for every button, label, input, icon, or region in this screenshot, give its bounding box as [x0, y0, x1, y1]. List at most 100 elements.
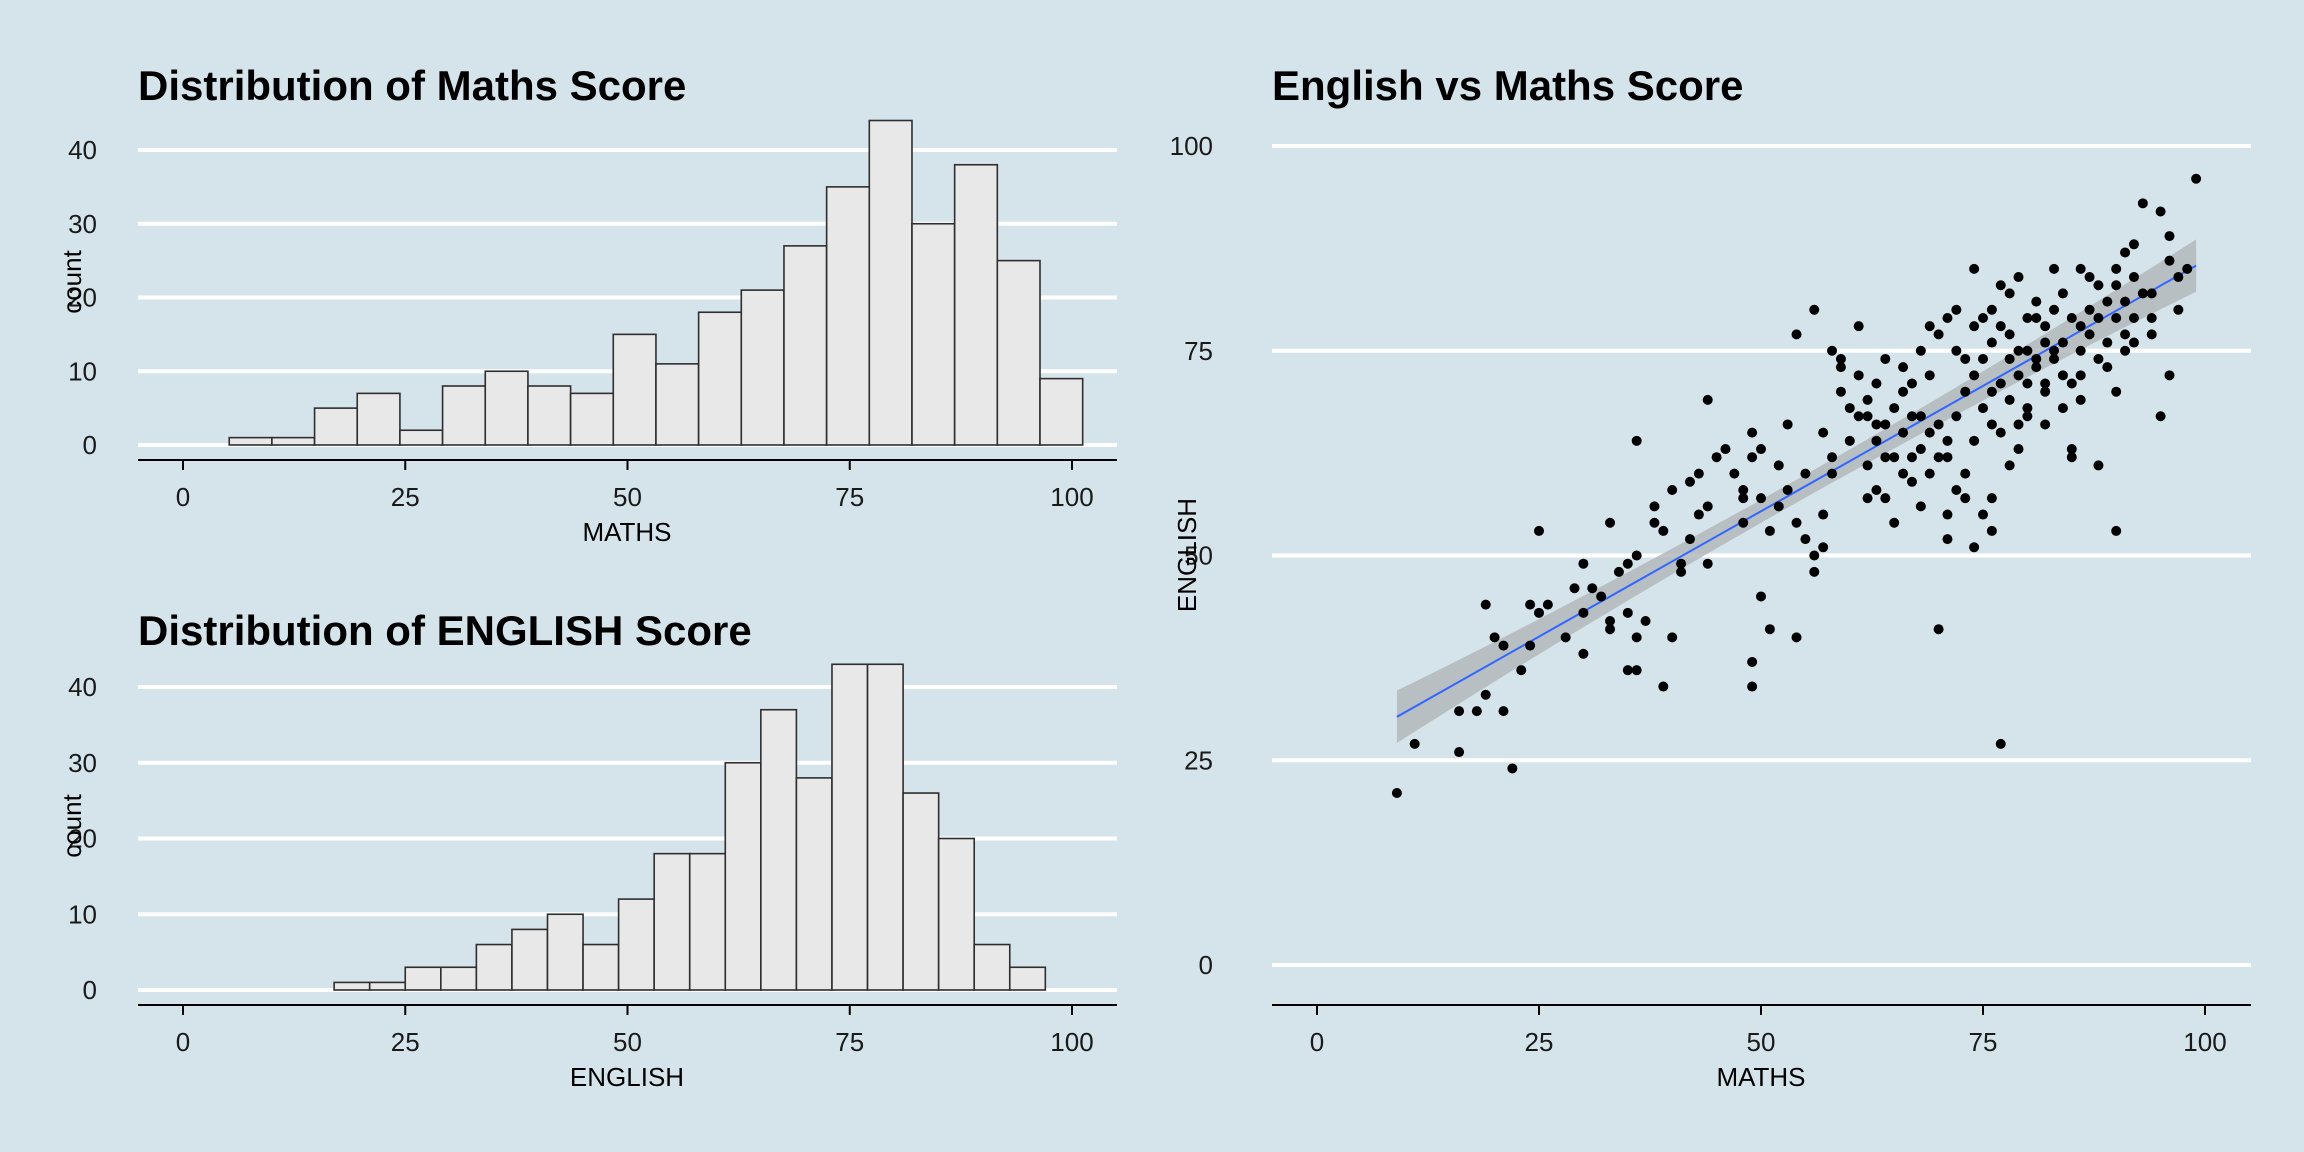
- scatter-point: [2182, 263, 2193, 274]
- scatter-point: [1560, 632, 1571, 643]
- scatter-point: [1578, 607, 1589, 618]
- scatter-point: [1711, 452, 1722, 463]
- y-tick-label: 0: [83, 975, 97, 1005]
- scatter-point: [1933, 624, 1944, 635]
- scatter-point: [1809, 304, 1820, 315]
- scatter-point: [1880, 452, 1891, 463]
- scatter-point: [1871, 484, 1882, 495]
- scatter-point: [1498, 640, 1509, 651]
- scatter-point: [1764, 525, 1775, 536]
- scatter-point: [1942, 435, 1953, 446]
- histogram-bar: [313, 407, 359, 446]
- scatter-point: [1986, 386, 1997, 397]
- y-tick-label: 40: [68, 135, 97, 165]
- scatter-point: [2093, 353, 2104, 364]
- scatter-point: [1649, 501, 1660, 512]
- scatter-point: [2075, 263, 2086, 274]
- histogram-bar: [441, 385, 487, 446]
- scatter-point: [1471, 706, 1482, 717]
- scatter-point: [1631, 550, 1642, 561]
- scatter-point: [2093, 280, 2104, 291]
- scatter-point: [1978, 353, 1988, 364]
- scatter-point: [1969, 370, 1980, 381]
- histogram-bar: [655, 363, 700, 446]
- scatter-point: [1684, 534, 1695, 545]
- scatter-point: [1818, 542, 1829, 553]
- scatter-point: [2004, 394, 2015, 405]
- scatter-point: [2093, 312, 2104, 323]
- scatter-point: [1667, 484, 1678, 495]
- scatter-point: [2066, 452, 2077, 463]
- scatter-point: [2075, 394, 2086, 405]
- scatter-point: [1534, 607, 1544, 618]
- scatter-point: [1942, 534, 1953, 545]
- scatter-point: [1480, 599, 1491, 610]
- scatter-point: [2057, 288, 2068, 299]
- scatter-point: [1862, 411, 1873, 422]
- scatter-point: [1631, 665, 1642, 676]
- scatter-point: [1693, 509, 1704, 520]
- scatter-point: [1738, 517, 1749, 528]
- english-histogram-y-ticks: 0 10 20 30 40: [68, 672, 97, 1005]
- scatter-point: [1862, 460, 1873, 471]
- scatter-point: [2004, 353, 2015, 364]
- scatter-point: [1516, 665, 1527, 676]
- scatter-point: [1862, 394, 1873, 405]
- scatter-point: [2049, 353, 2060, 364]
- histogram-bar: [996, 259, 1041, 446]
- scatter-point: [1756, 591, 1766, 602]
- histogram-bar: [783, 245, 828, 446]
- scatter-point: [2031, 296, 2042, 307]
- scatter-point: [1924, 321, 1935, 332]
- histogram-bar: [511, 928, 549, 991]
- scatter-point: [1986, 419, 1997, 430]
- scatter-point: [2120, 329, 2131, 340]
- histogram-bar: [484, 370, 529, 446]
- histogram-bar: [582, 943, 620, 991]
- histogram-bar: [911, 222, 956, 446]
- y-tick-label: 0: [1199, 950, 1213, 980]
- scatter-point: [1951, 484, 1962, 495]
- x-tick-label: 0: [176, 1027, 190, 1057]
- scatter-point: [2049, 345, 2060, 356]
- scatter-point: [1960, 386, 1971, 397]
- maths-histogram-panel: Distribution of Maths Score 0 25 50 75 100 0…: [57, 62, 1117, 547]
- scatter-point: [1880, 353, 1891, 364]
- scatter-point: [1960, 493, 1971, 504]
- scatter-point: [1906, 476, 1917, 487]
- scatter-point: [1827, 468, 1838, 479]
- scatter-point: [1960, 468, 1971, 479]
- scatter-point: [2128, 312, 2139, 323]
- scatter-point: [1747, 681, 1758, 692]
- maths-histogram-y-ticks: 0 10 20 30 40: [68, 135, 97, 460]
- scatter-point: [1569, 583, 1580, 594]
- scatter-point: [2022, 378, 2033, 389]
- scatter-point: [1676, 558, 1687, 569]
- scatter-point: [2155, 411, 2166, 422]
- scatter-point: [1720, 444, 1731, 455]
- scatter-point: [2111, 280, 2122, 291]
- scatter-point: [1747, 452, 1758, 463]
- scatter-point: [1702, 558, 1713, 569]
- x-tick-label: 25: [391, 1027, 420, 1057]
- scatter-point: [2049, 263, 2060, 274]
- scatter-x-ticks: 0 25 50 75 100: [1310, 1005, 2227, 1057]
- histogram-bar: [795, 777, 833, 991]
- x-tick-label: 75: [1969, 1027, 1998, 1057]
- scatter-point: [2093, 460, 2104, 471]
- histogram-bar: [973, 943, 1011, 991]
- y-tick-label: 75: [1184, 336, 1213, 366]
- scatter-point: [2191, 173, 2202, 184]
- maths-histogram-y-label: count: [57, 249, 87, 313]
- scatter-point: [1454, 706, 1465, 717]
- scatter-point: [1924, 468, 1935, 479]
- scatter-point: [1782, 419, 1793, 430]
- scatter-point: [2066, 444, 2077, 455]
- x-tick-label: 100: [1050, 482, 1093, 512]
- scatter-points: [1391, 173, 2202, 799]
- histogram-bar: [937, 837, 976, 991]
- histogram-bar: [953, 163, 999, 446]
- histogram-bar: [546, 913, 584, 991]
- scatter-point: [2022, 345, 2033, 356]
- scatter-point: [1871, 435, 1882, 446]
